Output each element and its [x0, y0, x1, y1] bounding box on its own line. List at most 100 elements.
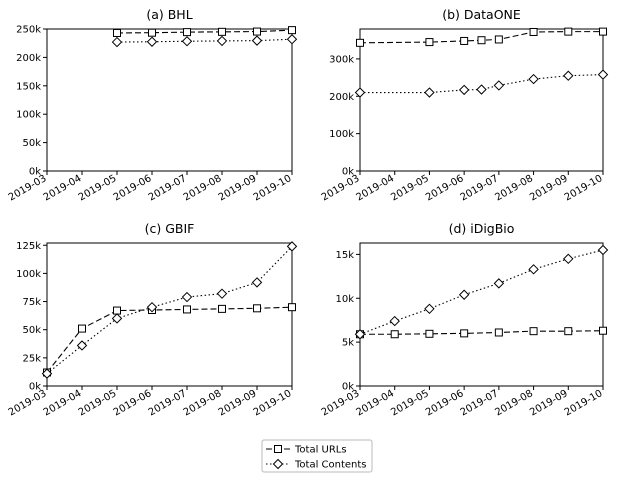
data-point [111, 313, 123, 324]
data-point [288, 303, 296, 312]
x-tick-label: 2019-03 [320, 173, 362, 203]
series-1 [354, 69, 609, 98]
x-tick-label: 2019-05 [77, 173, 119, 203]
y-tick-label: 50k [22, 138, 41, 149]
data-point [494, 35, 503, 44]
series-line [116, 29, 293, 34]
data-point [146, 36, 158, 47]
data-point [181, 291, 193, 303]
panel-0: (a) BHL0k50k100k150k200k250k2019-032019-… [7, 7, 298, 203]
x-tick-label: 2019-10 [252, 388, 294, 418]
x-tick-label: 2019-05 [389, 173, 431, 203]
data-point [460, 36, 469, 45]
data-point [493, 80, 505, 91]
data-point [216, 288, 228, 299]
series-1 [111, 34, 298, 48]
x-tick-label: 2019-10 [563, 173, 605, 203]
legend-label: Total Contents [294, 460, 367, 471]
data-point [113, 28, 121, 37]
x-tick-label: 2019-03 [320, 388, 362, 418]
x-tick-label: 2019-06 [424, 388, 466, 418]
y-tick-label: 15k [335, 250, 354, 261]
x-tick-label: 2019-04 [355, 388, 397, 418]
x-tick-label: 2019-07 [147, 388, 189, 418]
data-point [529, 27, 538, 36]
data-point [493, 278, 505, 289]
data-point [218, 27, 226, 36]
y-tick-label: 0k [342, 167, 354, 178]
y-tick-label: 300k [329, 54, 354, 65]
y-tick-label: 50k [22, 325, 41, 336]
y-tick-label: 5k [342, 338, 354, 349]
data-point [460, 329, 469, 338]
plot-frame [359, 28, 604, 172]
x-tick-label: 2019-05 [77, 388, 119, 418]
data-point [76, 340, 88, 351]
data-point [564, 327, 573, 336]
data-point [424, 87, 435, 98]
data-point [183, 28, 191, 37]
data-point [354, 329, 366, 340]
data-point [425, 329, 434, 338]
y-tick-label: 125k [16, 241, 41, 252]
data-point [216, 35, 228, 47]
data-point [476, 84, 487, 95]
data-point [529, 327, 538, 336]
data-point [288, 26, 296, 35]
series-line [360, 330, 604, 335]
data-point [425, 38, 434, 47]
data-point [41, 368, 53, 379]
x-tick-label: 2019-09 [217, 173, 259, 203]
data-point [563, 253, 574, 264]
data-point [528, 264, 539, 275]
x-tick-label: 2019-07 [459, 388, 501, 418]
data-point [286, 241, 298, 252]
data-point [253, 304, 261, 313]
plot-frame [46, 28, 293, 172]
data-point [111, 36, 123, 48]
data-point [218, 304, 226, 313]
plot-frame [359, 242, 604, 387]
y-tick-label: 0k [29, 167, 41, 178]
x-tick-label: 2019-07 [459, 173, 501, 203]
x-tick-label: 2019-08 [182, 388, 224, 418]
series-1 [41, 241, 298, 379]
series-line [359, 31, 603, 44]
panel-title: (d) iDigBio [449, 221, 515, 236]
x-tick-label: 2019-09 [217, 388, 259, 418]
data-point [389, 315, 400, 327]
data-point [458, 84, 470, 96]
series-0 [356, 326, 607, 339]
x-tick-label: 2019-07 [147, 173, 189, 203]
data-point [563, 70, 574, 81]
x-tick-label: 2019-06 [112, 388, 154, 418]
legend-label: Total URLs [294, 445, 347, 456]
data-point [183, 305, 191, 314]
series-0 [113, 26, 296, 37]
panel-2: (c) GBIF0k25k50k75k100k125k2019-032019-0… [7, 221, 298, 418]
legend-marker [272, 458, 284, 470]
data-point [424, 303, 435, 315]
data-point [390, 330, 399, 339]
data-point [528, 73, 539, 85]
y-tick-label: 0k [29, 382, 41, 393]
data-point [599, 27, 607, 36]
data-point [148, 28, 156, 37]
x-tick-label: 2019-04 [42, 173, 84, 203]
data-point [494, 328, 503, 337]
y-tick-label: 250k [16, 25, 41, 36]
panel-3: (d) iDigBio0k5k10k15k2019-032019-042019-… [320, 221, 609, 418]
y-tick-label: 200k [16, 53, 41, 64]
data-point [253, 27, 261, 36]
y-tick-label: 75k [22, 297, 41, 308]
x-tick-label: 2019-10 [252, 173, 294, 203]
data-point [477, 36, 486, 45]
series-line [46, 245, 293, 375]
x-tick-label: 2019-06 [112, 173, 154, 203]
y-tick-label: 200k [329, 92, 354, 103]
data-point [354, 87, 366, 98]
y-tick-label: 100k [16, 110, 41, 121]
y-tick-label: 100k [16, 269, 41, 280]
